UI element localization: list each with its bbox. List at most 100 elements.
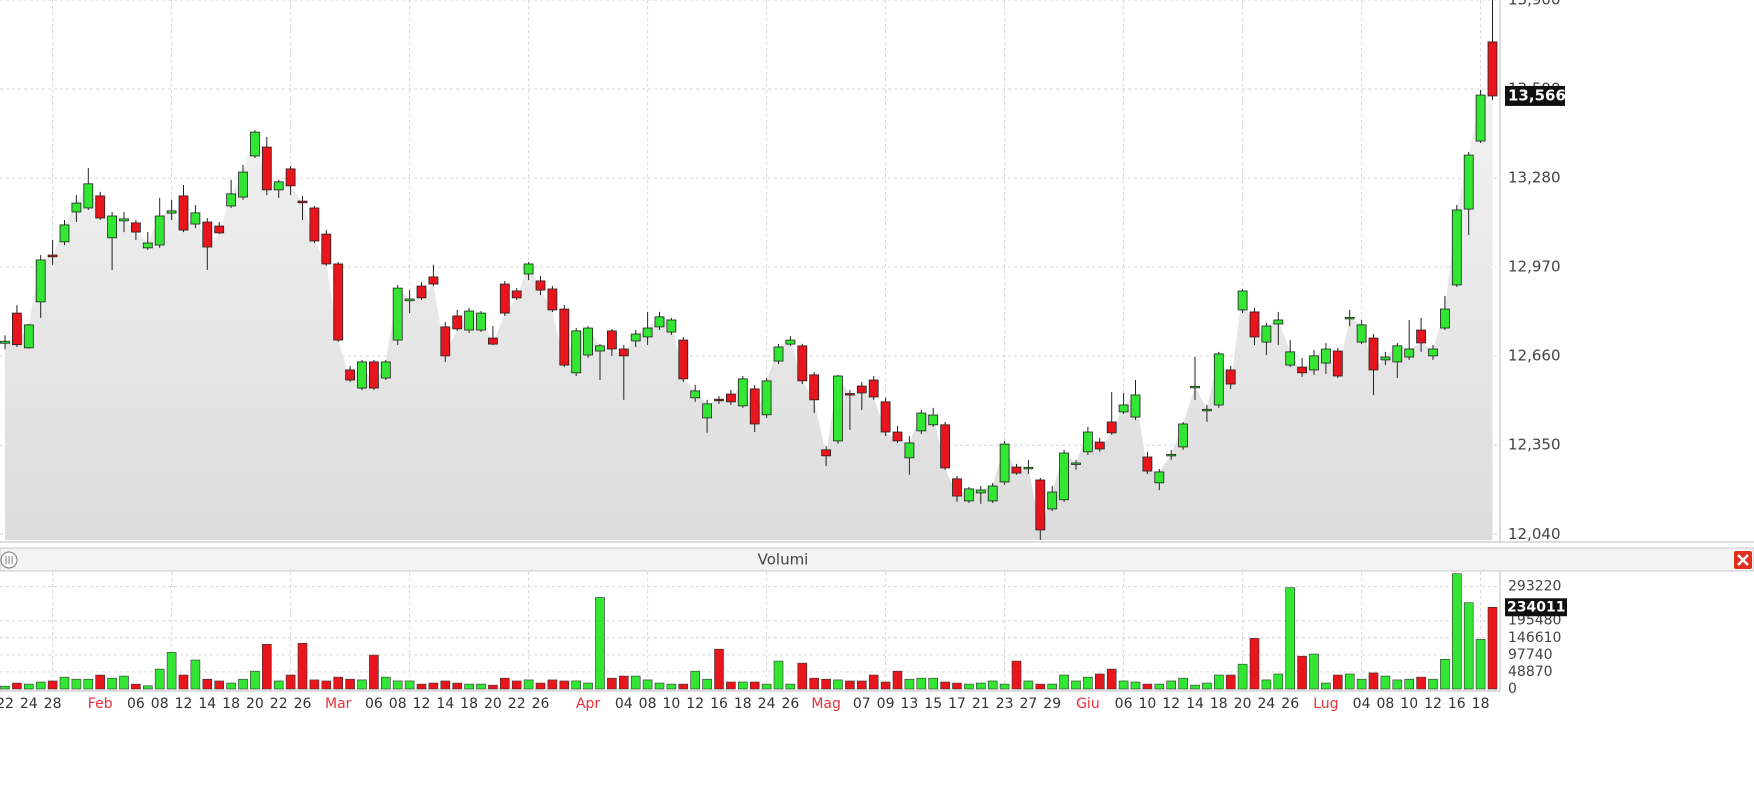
candle-body <box>11 312 22 346</box>
candle-body <box>1106 421 1117 434</box>
volume-bar <box>202 678 213 690</box>
volume-bar <box>1356 678 1367 690</box>
volume-bar <box>333 676 344 690</box>
volume-bar <box>1190 684 1200 690</box>
volume-bar <box>1166 680 1176 690</box>
volume-bar <box>1249 638 1260 690</box>
volume-bar <box>178 674 189 690</box>
candle-body <box>1356 324 1367 343</box>
x-tick-label: Apr <box>576 696 600 712</box>
last-volume-box <box>1505 598 1567 617</box>
candle-body <box>35 259 46 303</box>
candle-body <box>309 207 320 242</box>
x-tick-label: 14 <box>1186 696 1204 712</box>
candle-body <box>190 212 201 225</box>
volume-bar <box>678 683 689 690</box>
volume-bar <box>535 682 546 690</box>
volume-bar <box>1285 587 1295 690</box>
x-tick-label: Feb <box>88 696 113 712</box>
candle-body <box>880 401 891 433</box>
volume-bar <box>1309 653 1319 690</box>
volume-bar <box>404 680 415 690</box>
x-tick-label: 29 <box>1043 696 1061 712</box>
volume-bar <box>666 683 677 690</box>
candle-body <box>678 339 689 380</box>
candle-body <box>47 254 58 258</box>
candle-body <box>273 181 284 191</box>
volume-bar <box>131 683 141 690</box>
volume-bar <box>928 677 939 690</box>
candle-body <box>1344 316 1355 320</box>
x-tick-label: 22 <box>508 696 526 712</box>
x-tick-label: 12 <box>686 696 704 712</box>
x-tick-label: 04 <box>1353 696 1371 712</box>
x-tick-label: 24 <box>1257 696 1275 712</box>
volume-bar <box>285 674 296 690</box>
x-tick-label: 26 <box>294 696 312 712</box>
y-tick-label: 195480 <box>1508 613 1561 629</box>
x-tick-label: 28 <box>44 696 62 712</box>
y-tick-label: 293220 <box>1508 579 1561 595</box>
volume-bar <box>1154 683 1165 690</box>
y-tick-label: 12,660 <box>1508 347 1561 365</box>
candle-body <box>1237 290 1248 311</box>
candle-body <box>261 146 272 191</box>
x-tick-label: 18 <box>1472 696 1490 712</box>
candle-body <box>1380 356 1391 361</box>
candle-body <box>368 361 379 389</box>
candle-body <box>1154 471 1165 484</box>
x-tick-label: 14 <box>436 696 454 712</box>
volume-bar <box>547 679 558 690</box>
x-tick-label: 17 <box>948 696 966 712</box>
candle-body <box>1166 454 1177 457</box>
volume-bar <box>821 678 831 690</box>
candle-body <box>785 339 796 345</box>
candle-body <box>1487 41 1498 97</box>
volume-bar <box>464 683 474 690</box>
candle-body <box>107 215 117 239</box>
candle-body <box>821 449 831 457</box>
volume-bar <box>261 643 272 690</box>
candle-body <box>559 308 570 366</box>
volume-bar <box>630 675 641 690</box>
volume-bar <box>380 676 391 690</box>
x-tick-label: 18 <box>1210 696 1228 712</box>
volume-bar <box>952 682 962 690</box>
candle-body <box>1094 441 1105 450</box>
x-tick-label: 12 <box>175 696 193 712</box>
x-tick-label: 13 <box>900 696 918 712</box>
candle-body <box>571 330 582 374</box>
candle-body <box>345 369 356 381</box>
candle-body <box>1249 311 1260 338</box>
candle-body <box>499 283 510 314</box>
y-tick-label: 13,900 <box>1508 0 1561 9</box>
candle-body <box>666 319 677 333</box>
candle-body <box>916 412 927 432</box>
candle-body <box>249 131 260 157</box>
x-tick-label: 06 <box>127 696 145 712</box>
volume-bar <box>1047 683 1057 690</box>
candle-body <box>285 168 296 187</box>
x-tick-label: 12 <box>413 696 431 712</box>
volume-bar <box>250 670 260 690</box>
last-price-box <box>1505 85 1565 106</box>
volume-bar <box>12 682 22 690</box>
candle-body <box>154 215 165 246</box>
x-tick-label: Mar <box>325 696 352 712</box>
volume-bar <box>975 682 986 690</box>
candle-body <box>1273 319 1284 325</box>
volume-bar <box>476 683 486 690</box>
candle-body <box>1202 408 1212 412</box>
volume-bar <box>297 642 308 690</box>
close-area <box>5 95 1493 541</box>
volume-bar <box>392 680 403 690</box>
volume-bar <box>892 670 903 690</box>
candle-body <box>464 310 475 331</box>
candle-body <box>1451 209 1462 286</box>
candle-body <box>1297 366 1307 374</box>
volume-bar <box>1392 679 1403 690</box>
volume-bar <box>226 682 236 690</box>
x-tick-label: 21 <box>972 696 990 712</box>
candle-body <box>1428 348 1438 357</box>
